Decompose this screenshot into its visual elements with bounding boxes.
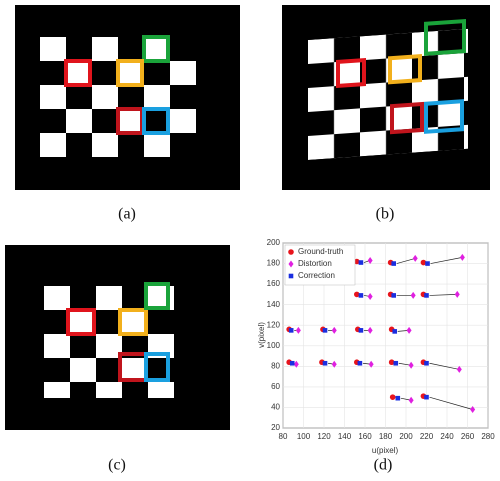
point [424, 293, 429, 298]
legend-label: Ground-truth [298, 247, 343, 256]
point [408, 396, 414, 404]
panel-label: (b) [376, 206, 395, 223]
x-tick-label: 220 [420, 432, 434, 441]
point [395, 395, 401, 401]
point [357, 360, 363, 366]
point [331, 326, 337, 334]
arrow [429, 362, 460, 370]
arrow [396, 258, 416, 264]
x-tick-label: 80 [279, 432, 288, 441]
point [424, 360, 429, 366]
arrow [430, 257, 463, 264]
point [293, 360, 299, 368]
point [354, 258, 360, 265]
point [367, 292, 373, 300]
point [392, 329, 398, 334]
point [454, 290, 460, 298]
point [367, 326, 373, 334]
image-c [5, 245, 230, 430]
point [389, 394, 396, 400]
x-tick-label: 240 [440, 432, 454, 441]
y-tick-label: 200 [267, 238, 281, 247]
x-tick-label: 140 [338, 432, 352, 441]
image-a [15, 5, 240, 190]
panel-label: (a) [118, 206, 136, 223]
point [456, 365, 462, 373]
y-tick-label: 20 [271, 423, 280, 432]
x-tick-label: 260 [461, 432, 475, 441]
panel-label: (d) [374, 457, 393, 474]
y-axis-label: v(pixel) [257, 322, 266, 348]
point [470, 406, 476, 413]
point [425, 261, 430, 266]
panel-label: (c) [108, 457, 126, 474]
point [459, 253, 465, 261]
x-tick-label: 160 [358, 432, 372, 441]
legend-marker [288, 249, 294, 255]
image-b [282, 5, 490, 190]
point [410, 291, 416, 299]
y-tick-label: 180 [267, 259, 281, 268]
point [358, 260, 364, 265]
legend-label: Distortion [298, 259, 332, 268]
point [331, 360, 337, 368]
point [391, 261, 396, 266]
arrow [429, 294, 458, 296]
legend-marker [288, 260, 294, 268]
point [288, 328, 294, 333]
point [295, 326, 301, 334]
x-tick-label: 200 [399, 432, 413, 441]
y-tick-label: 120 [267, 320, 281, 329]
point [289, 360, 295, 366]
x-tick-label: 100 [297, 432, 311, 441]
x-axis-label: u(pixel) [372, 446, 399, 455]
point [388, 359, 395, 366]
point [393, 360, 399, 366]
point [367, 256, 373, 264]
y-tick-label: 40 [271, 403, 280, 412]
legend-marker [288, 273, 294, 279]
y-tick-label: 160 [267, 279, 281, 288]
point [358, 293, 364, 298]
x-tick-label: 280 [481, 432, 495, 441]
y-tick-label: 60 [271, 382, 280, 391]
y-tick-label: 140 [267, 300, 281, 309]
point [358, 328, 364, 333]
point [368, 360, 374, 368]
point [424, 394, 429, 400]
legend-label: Correction [298, 271, 335, 280]
x-tick-label: 180 [379, 432, 393, 441]
y-tick-label: 80 [271, 361, 280, 370]
x-tick-label: 120 [317, 432, 331, 441]
legend-box [284, 244, 356, 286]
point [406, 326, 412, 334]
point [354, 291, 360, 298]
point [412, 254, 418, 262]
point [408, 361, 414, 369]
point [322, 360, 328, 366]
arrow [429, 396, 473, 410]
y-tick-label: 100 [267, 341, 281, 350]
point [391, 293, 396, 298]
point [420, 259, 427, 266]
point [322, 328, 328, 333]
